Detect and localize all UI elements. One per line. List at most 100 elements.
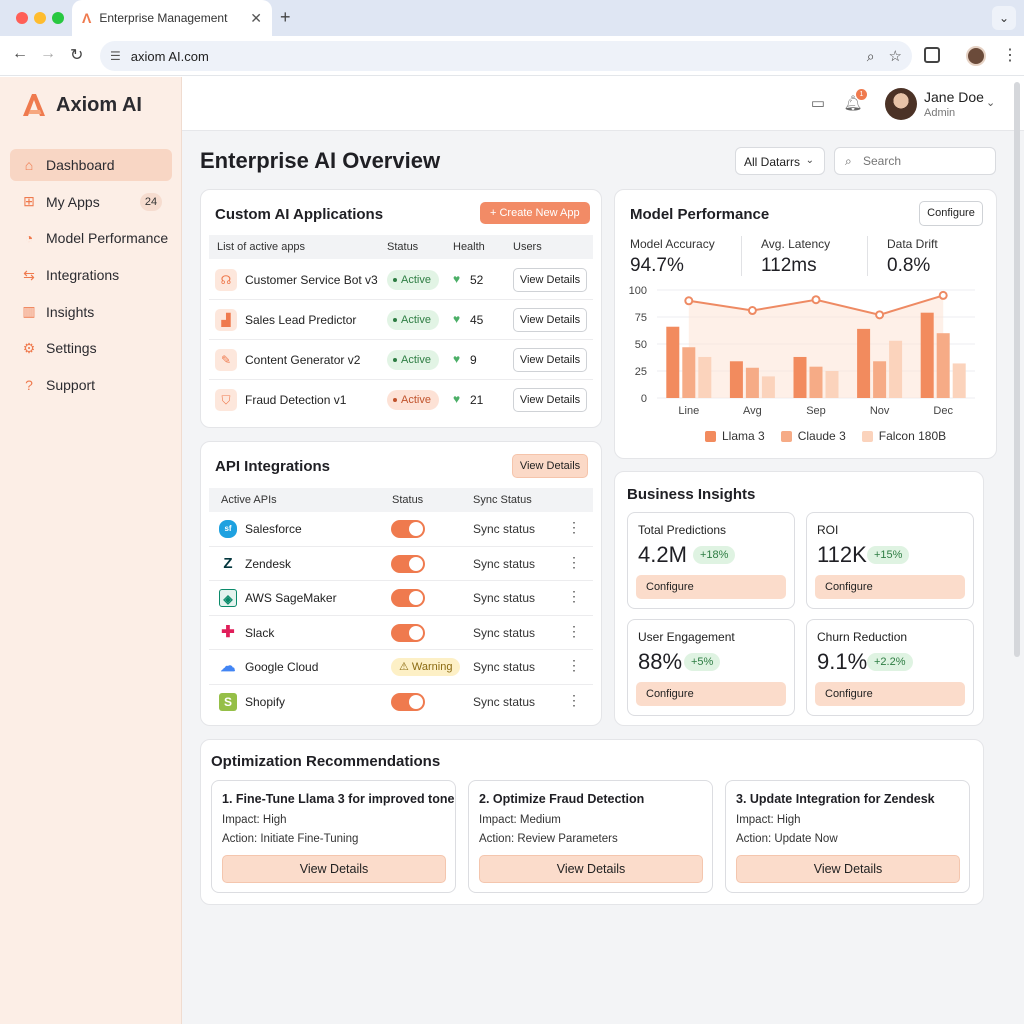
create-new-app-button[interactable]: + Create New App bbox=[480, 202, 590, 224]
view-details-button[interactable]: View Details bbox=[479, 855, 703, 883]
new-tab-icon[interactable]: + bbox=[280, 7, 291, 27]
page-title: Enterprise AI Overview bbox=[200, 148, 441, 173]
status-toggle[interactable] bbox=[391, 623, 425, 642]
configure-button[interactable]: Configure bbox=[636, 575, 786, 599]
table-row[interactable]: ☁ Google Cloud ⚠ Warning Sync status ⋮ bbox=[209, 650, 593, 685]
site-settings-icon[interactable]: ☰ bbox=[110, 49, 121, 63]
view-details-button[interactable]: View Details bbox=[513, 308, 587, 332]
tab-search-chevron-icon[interactable]: ⌄ bbox=[992, 6, 1016, 30]
window-close-dot[interactable] bbox=[16, 12, 28, 24]
sidebar-item-label: Model Performance bbox=[46, 230, 169, 247]
status-toggle[interactable] bbox=[391, 693, 425, 711]
table-row[interactable]: ☊ Customer Service Bot v3 Active ♥ 52 Vi… bbox=[209, 260, 593, 300]
headset-icon: ☊ bbox=[215, 269, 237, 291]
sidebar-item-my-apps[interactable]: ⊞ My Apps 24 bbox=[10, 186, 172, 218]
more-options-icon[interactable]: ⋮ bbox=[567, 622, 581, 639]
bar bbox=[761, 376, 775, 398]
shield-icon: ⛉ bbox=[215, 389, 237, 411]
table-row[interactable]: ▟ Sales Lead Predictor Active ♥ 45 View … bbox=[209, 300, 593, 340]
url-text: axiom AI.com bbox=[130, 48, 209, 64]
recommendation-impact: Impact: Medium bbox=[479, 814, 561, 826]
forward-icon[interactable]: → bbox=[40, 45, 56, 62]
more-options-icon[interactable]: ⋮ bbox=[567, 657, 581, 674]
health-value: 52 bbox=[470, 273, 484, 287]
apps-table-header: List of active apps Status Health Users bbox=[209, 235, 593, 259]
y-tick-label: 100 bbox=[629, 285, 647, 297]
configure-button[interactable]: Configure bbox=[815, 575, 965, 599]
card-title: API Integrations bbox=[215, 458, 331, 475]
table-row[interactable]: S Shopify Sync status ⋮ bbox=[209, 685, 593, 720]
back-icon[interactable]: ← bbox=[12, 45, 28, 62]
insight-value: 112K bbox=[817, 542, 867, 567]
chevron-down-icon[interactable]: ⌄ bbox=[986, 97, 996, 109]
health-value: 9 bbox=[470, 353, 477, 367]
more-options-icon[interactable]: ⋮ bbox=[567, 553, 581, 570]
configure-button[interactable]: Configure bbox=[919, 201, 983, 226]
sagemaker-icon: ◈ bbox=[219, 589, 237, 608]
table-row[interactable]: ◈ AWS SageMaker Sync status ⋮ bbox=[209, 581, 593, 616]
table-row[interactable]: ✎ Content Generator v2 Active ♥ 9 View D… bbox=[209, 340, 593, 380]
tab-close-icon[interactable]: ✕ bbox=[250, 9, 262, 26]
configure-button[interactable]: Configure bbox=[636, 682, 786, 706]
more-options-icon[interactable]: ⋮ bbox=[567, 519, 581, 535]
search-input[interactable] bbox=[863, 154, 983, 168]
view-details-button[interactable]: View Details bbox=[222, 855, 446, 883]
insight-card: Churn Reduction 9.1% +2.2% Configure bbox=[806, 619, 974, 716]
sidebar-item-model-performance[interactable]: ◔ Model Performance bbox=[10, 222, 172, 254]
sidebar-item-integrations[interactable]: ⇆ Integrations bbox=[10, 259, 172, 291]
api-name: Google Cloud bbox=[245, 660, 319, 675]
profile-avatar[interactable] bbox=[966, 46, 986, 66]
recommendations-card: Optimization Recommendations 1. Fine-Tun… bbox=[200, 739, 984, 905]
page-scrollbar[interactable] bbox=[1014, 82, 1020, 657]
bookmark-star-icon[interactable]: ☆ bbox=[888, 48, 902, 65]
sidebar-item-insights[interactable]: ▥ Insights bbox=[10, 296, 172, 328]
table-row[interactable]: Z Zendesk Sync status ⋮ bbox=[209, 547, 593, 582]
configure-button[interactable]: Configure bbox=[815, 682, 965, 706]
column-header: Health bbox=[453, 241, 485, 253]
status-toggle[interactable] bbox=[391, 589, 425, 608]
view-details-button[interactable]: View Details bbox=[513, 348, 587, 372]
table-row[interactable]: ✚ Slack Sync status ⋮ bbox=[209, 616, 593, 651]
metric-label: Avg. Latency bbox=[761, 237, 831, 251]
sidebar-item-settings[interactable]: ⚙ Settings bbox=[10, 332, 172, 364]
sidebar-item-label: Settings bbox=[46, 340, 97, 357]
sidebar-item-dashboard[interactable]: ⌂ Dashboard bbox=[10, 149, 172, 181]
gear-icon: ⚙ bbox=[22, 339, 36, 356]
user-avatar[interactable] bbox=[885, 88, 917, 120]
view-details-button[interactable]: View Details bbox=[736, 855, 960, 883]
bar bbox=[936, 333, 950, 398]
more-options-icon[interactable]: ⋮ bbox=[567, 692, 581, 708]
column-header: List of active apps bbox=[217, 241, 306, 253]
view-details-button[interactable]: View Details bbox=[513, 388, 587, 412]
browser-tab[interactable]: Λ Enterprise Management ✕ bbox=[72, 0, 272, 36]
column-header: Status bbox=[387, 241, 419, 253]
reload-icon[interactable]: ↻ bbox=[70, 47, 84, 64]
recommendation-impact: Impact: High bbox=[736, 814, 801, 826]
window-minimize-dot[interactable] bbox=[34, 12, 46, 24]
bar bbox=[682, 347, 696, 398]
view-details-button[interactable]: View Details bbox=[513, 268, 587, 292]
sidebar-item-support[interactable]: ? Support bbox=[10, 369, 172, 401]
table-row[interactable]: ⛉ Fraud Detection v1 Active ♥ 21 View De… bbox=[209, 380, 593, 420]
brand-logo[interactable]: Axiom AI bbox=[20, 91, 142, 119]
table-row[interactable]: sf Salesforce Sync status ⋮ bbox=[209, 512, 593, 547]
sync-status: Sync status bbox=[473, 556, 536, 571]
chat-icon[interactable]: ▭ bbox=[810, 95, 826, 112]
status-toggle[interactable] bbox=[391, 520, 425, 538]
insight-value: 4.2M bbox=[638, 542, 687, 567]
browser-menu-icon[interactable]: ⋮ bbox=[1002, 47, 1018, 64]
more-options-icon[interactable]: ⋮ bbox=[567, 588, 581, 605]
window-maximize-dot[interactable] bbox=[52, 12, 64, 24]
zoom-icon[interactable]: ⌕ bbox=[866, 47, 875, 64]
url-field[interactable]: ☰ axiom AI.com ⌕ ☆ bbox=[100, 41, 912, 71]
bar bbox=[793, 356, 807, 398]
app-name: Sales Lead Predictor bbox=[245, 313, 357, 327]
api-view-details-button[interactable]: View Details bbox=[512, 454, 588, 478]
extensions-icon[interactable] bbox=[924, 47, 940, 63]
bar bbox=[920, 312, 934, 398]
api-name: Slack bbox=[245, 625, 275, 640]
metric-value: 112ms bbox=[761, 255, 817, 276]
data-filter-select[interactable]: All Datarrs ⌄ bbox=[735, 147, 825, 175]
bar bbox=[809, 366, 823, 398]
status-toggle[interactable] bbox=[391, 554, 425, 573]
